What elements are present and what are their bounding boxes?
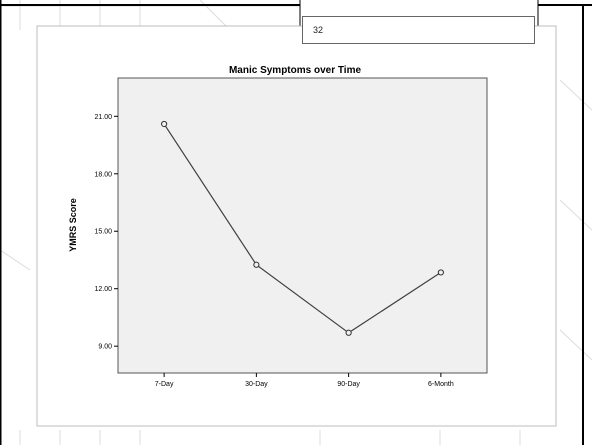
- data-point: [253, 261, 260, 268]
- x-tick-label: 7-Day: [155, 381, 174, 388]
- y-tick-label: 12.00: [94, 286, 112, 293]
- data-point: [437, 269, 444, 276]
- data-point: [345, 329, 352, 336]
- y-tick-label: 21.00: [94, 114, 112, 121]
- slide-number: 32: [313, 25, 324, 35]
- y-axis-label: YMRS Score: [68, 198, 78, 252]
- chart-title: Manic Symptoms over Time: [229, 65, 362, 76]
- x-tick-label: 6-Month: [428, 381, 454, 388]
- x-tick-label: 90-Day: [337, 381, 360, 388]
- y-tick-label: 18.00: [94, 171, 112, 178]
- series-line: [163, 123, 442, 334]
- y-tick-label: 15.00: [94, 229, 112, 236]
- plot-area: [117, 77, 488, 374]
- y-axis: 9.00 12.00 15.00 18.00 21.00: [94, 114, 118, 351]
- x-axis: 7-Day 30-Day 90-Day 6-Month: [155, 373, 454, 388]
- data-point: [161, 120, 168, 128]
- data-points: [161, 120, 444, 336]
- y-tick-label: 9.00: [98, 344, 112, 351]
- x-tick-label: 30-Day: [245, 381, 268, 388]
- slide-number-box: 32: [302, 16, 535, 44]
